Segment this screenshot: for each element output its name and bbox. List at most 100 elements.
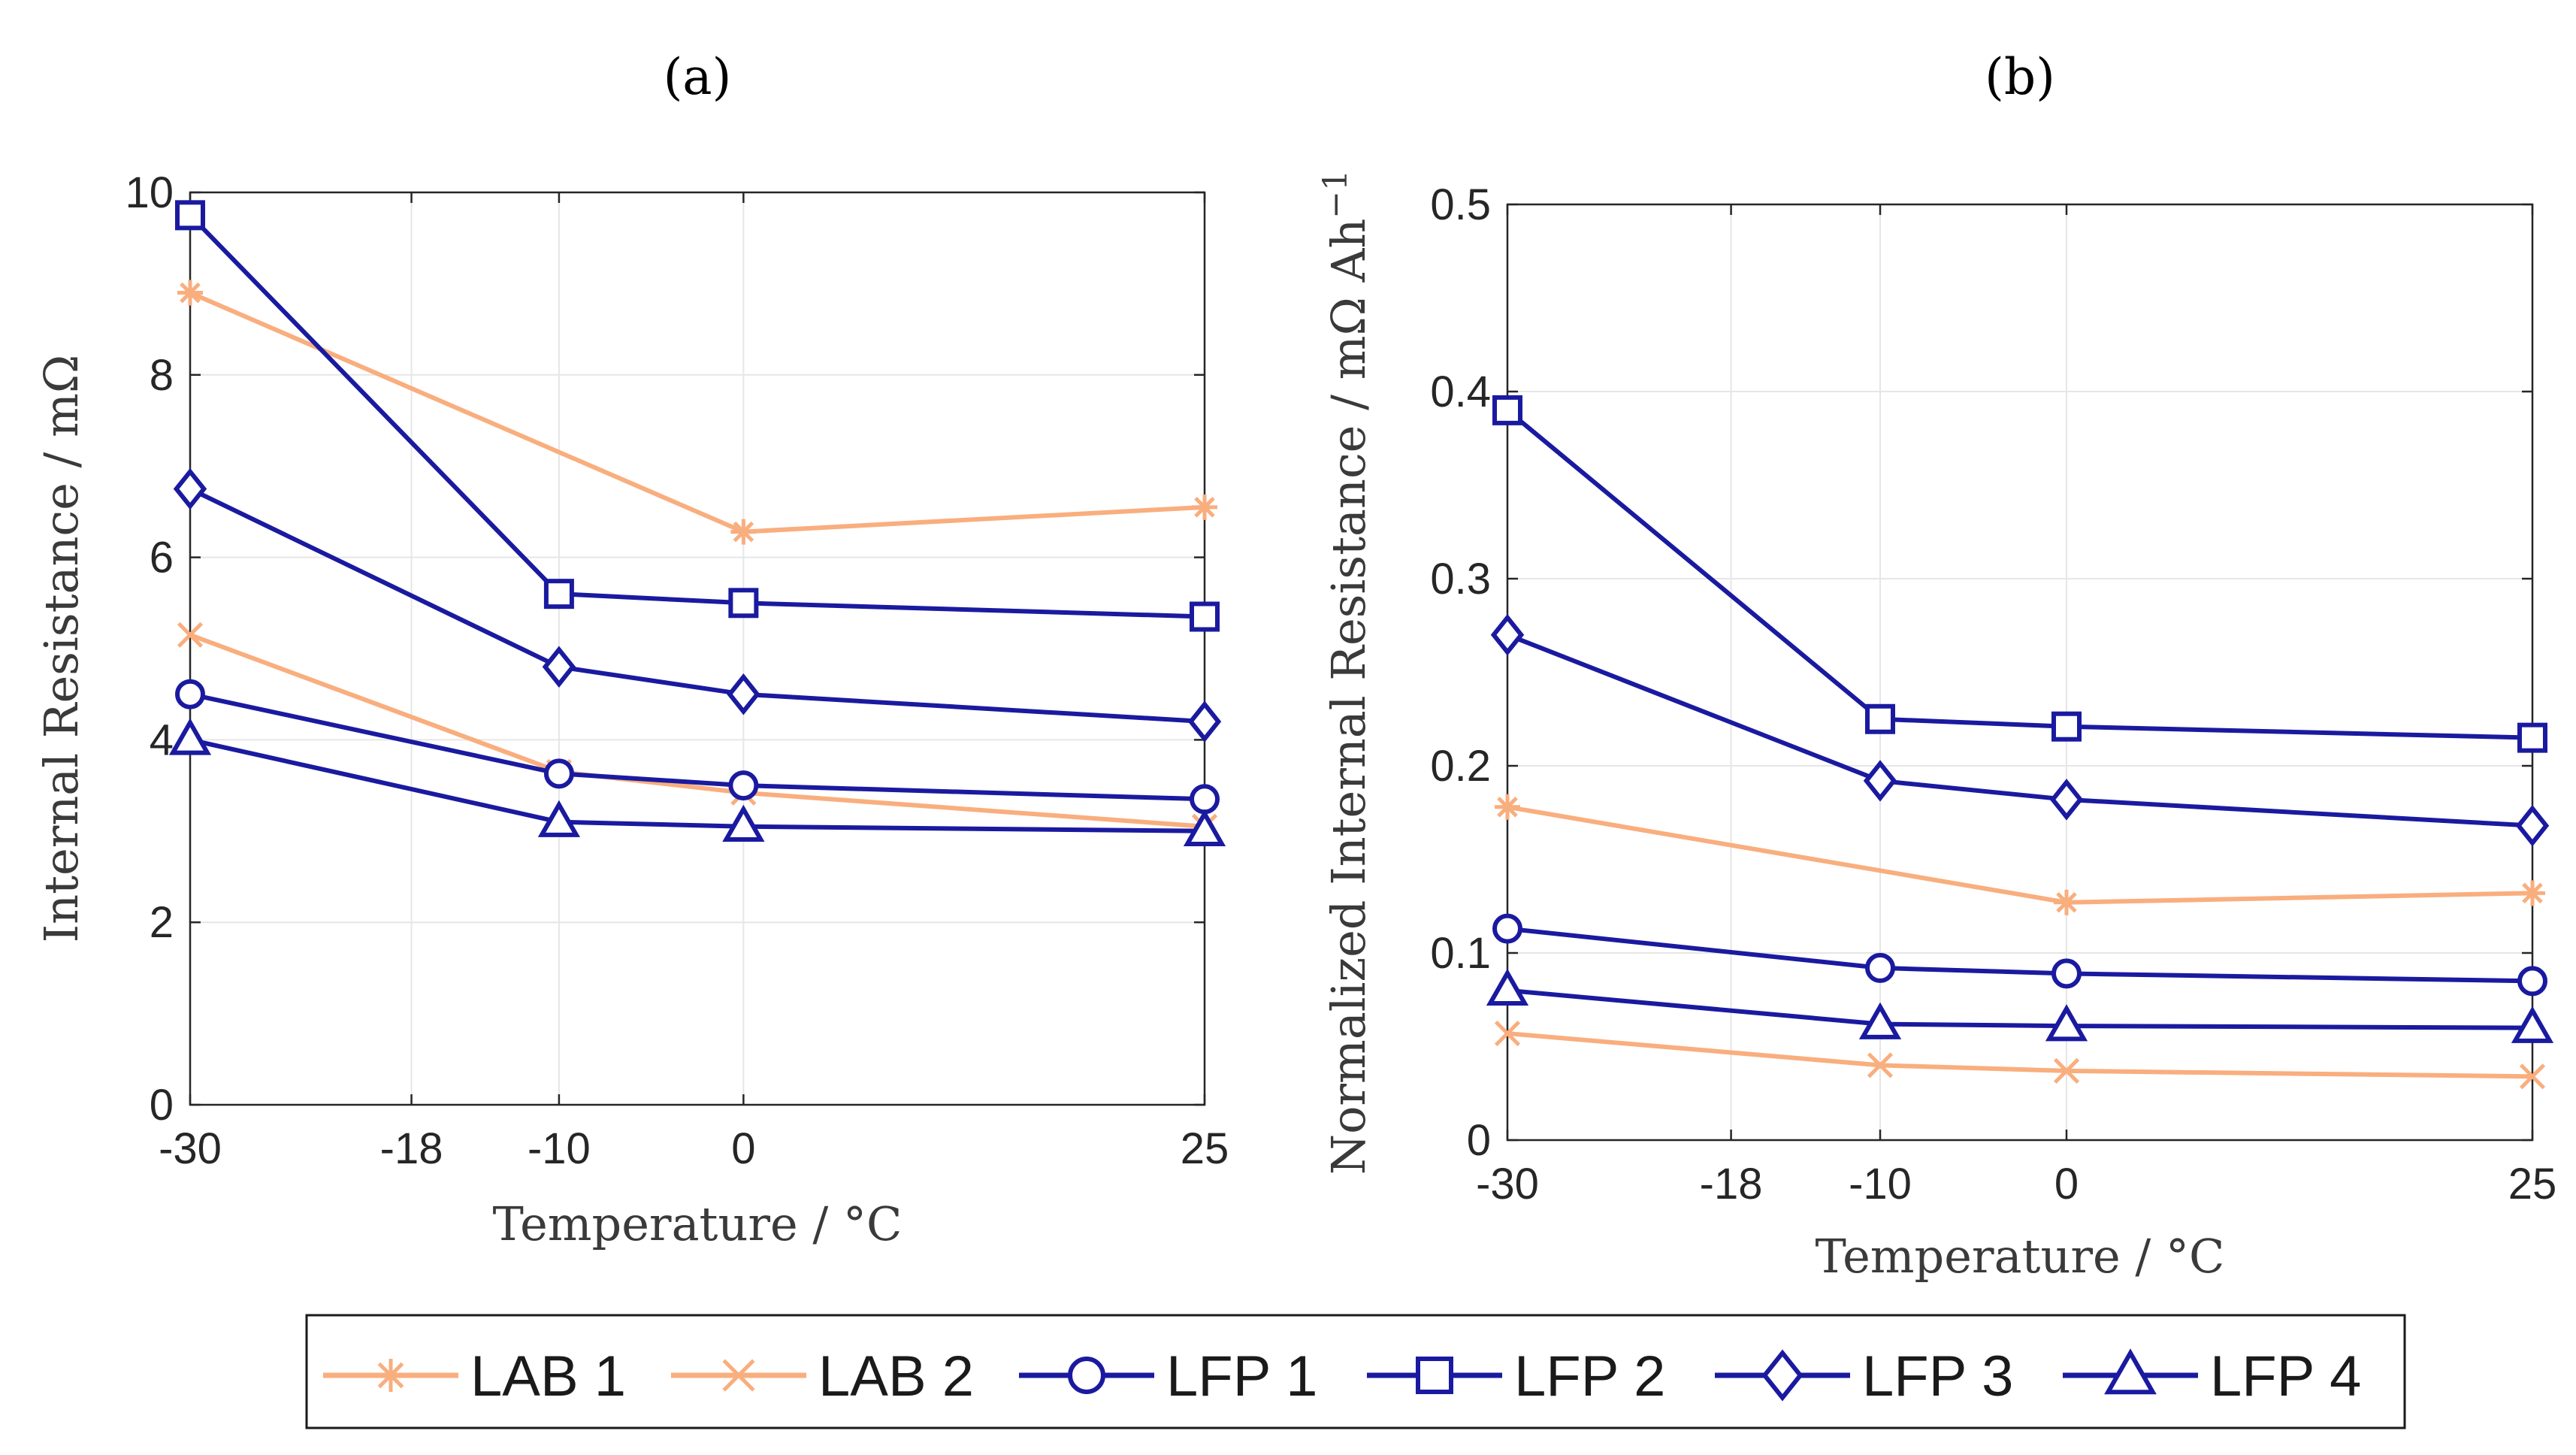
series-line-lfp-1 (189, 691, 1205, 802)
data-point-lfp-1 (543, 758, 574, 789)
data-point-lfp-2 (543, 579, 574, 610)
data-point-lfp-4 (722, 804, 765, 842)
legend-entry-lfp-1: LFP 1 (1019, 1345, 1317, 1408)
x-tick-label: 0 (731, 1124, 755, 1173)
series-lab-1 (177, 280, 1217, 545)
legend-label: LAB 1 (470, 1345, 626, 1408)
legend-entry-lfp-3: LFP 3 (1715, 1345, 2013, 1408)
data-point-lab-1 (1192, 494, 1217, 520)
y-tick-label: 0.1 (1430, 929, 1491, 978)
data-point-lfp-4 (168, 718, 212, 755)
series-line-lfp-2 (188, 213, 1205, 619)
y-tick-label: 0.4 (1430, 368, 1491, 416)
series-lfp-1 (175, 679, 1220, 815)
y-tick-label: 0.5 (1430, 180, 1491, 229)
series-lfp-2 (1492, 395, 2547, 753)
x-tick-label: 25 (2508, 1160, 2557, 1208)
y-tick-label: 0 (150, 1081, 174, 1130)
panel-a: -30 -18 -10 0 25 0 2 4 6 8 10 Temperature / °C Inter… (34, 48, 1229, 1251)
legend-entry-lfp-4: LFP 4 (2063, 1345, 2361, 1408)
data-point-lfp-2 (175, 200, 205, 231)
data-point-lab-2 (177, 622, 204, 648)
legend-marker-x (722, 1359, 755, 1392)
y-tick-label: 2 (150, 898, 174, 947)
y-tick-label: 0.2 (1430, 742, 1491, 791)
series-lfp-3 (1490, 613, 2550, 847)
legend-label: LFP 1 (1166, 1345, 1317, 1408)
x-tick-label: -10 (528, 1124, 591, 1173)
x-tick-label: -18 (380, 1124, 443, 1173)
y-tick-label: 0 (1467, 1116, 1491, 1165)
data-point-lfp-1 (1865, 952, 1895, 983)
data-point-lfp-1 (728, 770, 759, 801)
data-point-lfp-4 (1486, 968, 1529, 1006)
series-line-lfp-3 (189, 486, 1205, 724)
legend-label: LFP 4 (2210, 1345, 2361, 1408)
series-lfp-4 (168, 718, 1226, 847)
data-point-lfp-2 (2051, 711, 2082, 742)
series-line-lfp-3 (1506, 632, 2533, 828)
series-line-lab-2 (1507, 1031, 2533, 1079)
plot-area (1507, 204, 2532, 1140)
x-tick-label: -18 (1700, 1160, 1763, 1208)
data-point-lab-1 (177, 280, 203, 306)
data-point-lfp-1 (175, 679, 205, 709)
data-point-lfp-3 (2515, 804, 2550, 847)
x-tick-label: 25 (1181, 1124, 1229, 1173)
legend-marker-square (1416, 1357, 1453, 1394)
plot-area (190, 192, 1205, 1105)
data-point-lfp-4 (1183, 809, 1226, 847)
data-point-lfp-3 (1863, 760, 1897, 802)
series-lfp-1 (1492, 913, 2547, 997)
data-point-lfp-3 (1187, 700, 1222, 743)
data-point-lfp-3 (542, 646, 576, 688)
data-point-lab-2 (1494, 1021, 1521, 1047)
series-line-lfp-1 (1507, 926, 2533, 984)
data-point-lab-2 (1867, 1052, 1894, 1078)
data-point-lab-1 (2054, 889, 2079, 915)
data-point-lfp-4 (2045, 1004, 2088, 1042)
data-point-lab-1 (730, 519, 757, 545)
legend-marker-asterisk (374, 1359, 407, 1392)
axes-frame (1506, 203, 2534, 1142)
series-lfp-2 (175, 200, 1220, 632)
legend-entry-lfp-2: LFP 2 (1367, 1345, 1665, 1408)
data-point-lfp-1 (2517, 966, 2547, 997)
legend-entry-lab-2: LAB 2 (671, 1345, 974, 1408)
y-axis-label: Normalized Internal Resistance / mΩ Ah−1 (1317, 170, 1376, 1175)
y-tick-label: 0.3 (1430, 555, 1491, 603)
x-axis-label: Temperature / °C (1816, 1229, 2225, 1284)
legend-label: LFP 3 (1862, 1345, 2013, 1408)
data-point-lfp-2 (1190, 601, 1220, 632)
data-point-lab-2 (2519, 1063, 2546, 1090)
series-line-lab-2 (189, 632, 1205, 829)
series-lfp-4 (1486, 968, 2554, 1043)
x-axis-label: Temperature / °C (493, 1196, 903, 1251)
data-point-lab-2 (2053, 1057, 2080, 1084)
series-lfp-3 (173, 467, 1222, 743)
data-point-lfp-3 (2049, 779, 2084, 821)
legend-label: LFP 2 (1514, 1345, 1665, 1408)
data-point-lfp-1 (1190, 784, 1220, 815)
y-tick-label: 6 (150, 534, 174, 582)
data-point-lfp-1 (2051, 958, 2082, 989)
legend-box (305, 1314, 2406, 1429)
data-point-lfp-2 (1865, 703, 1895, 734)
legend-marker-diamond (1761, 1349, 1804, 1402)
x-tick-label: 0 (2054, 1160, 2079, 1208)
panel-title: (a) (664, 48, 732, 106)
data-point-lfp-3 (173, 467, 207, 510)
axes-frame (189, 191, 1206, 1106)
legend-marker-circle (1068, 1357, 1105, 1394)
x-tick-label: -10 (1849, 1160, 1912, 1208)
data-point-lfp-4 (537, 800, 581, 837)
series-lab-2 (1494, 1021, 2546, 1090)
y-tick-label: 4 (150, 715, 174, 764)
series-line-lfp-4 (189, 737, 1205, 833)
series-line-lfp-4 (1507, 988, 2533, 1030)
data-point-lfp-3 (727, 673, 760, 715)
legend: LAB 1 LAB 2 LFP 1 LFP 2 LFP 3 LFP 4 (305, 1314, 2406, 1429)
data-point-lfp-4 (1858, 1002, 1902, 1039)
legend-entry-lab-1: LAB 1 (323, 1345, 626, 1408)
